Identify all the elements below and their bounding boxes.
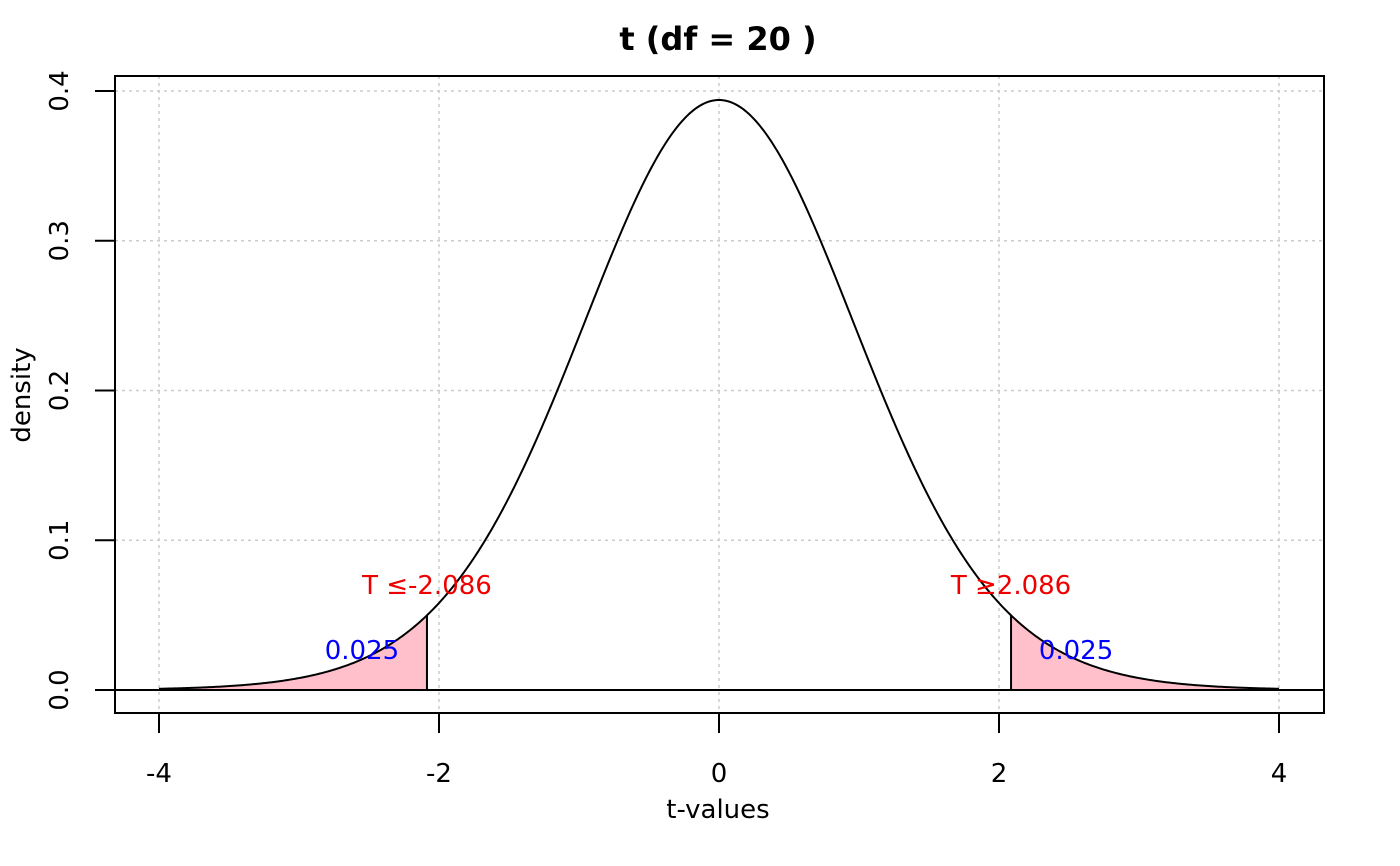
critical-region-label: T ≤-2.086 <box>361 571 492 601</box>
y-tick-label: 0.1 <box>45 520 75 561</box>
x-axis: -4 -2 0 2 4 <box>146 712 1288 789</box>
tail-probability-label: 0.025 <box>1039 636 1113 666</box>
y-tick-label: 0.2 <box>45 370 75 411</box>
critical-region-label: T ≥2.086 <box>950 571 1071 601</box>
x-tick-label: -4 <box>146 759 172 789</box>
y-axis: 0.0 0.1 0.2 0.3 0.4 <box>45 70 116 711</box>
shaded-tail-region <box>1011 615 1279 690</box>
y-axis-title: density <box>7 347 37 442</box>
y-tick-label: 0.3 <box>45 220 75 261</box>
grid <box>115 76 1324 713</box>
x-tick-label: -2 <box>426 759 452 789</box>
y-tick-label: 0.0 <box>45 669 75 710</box>
x-tick-label: 2 <box>991 759 1008 789</box>
x-tick-label: 0 <box>711 759 728 789</box>
shaded-tail-region <box>159 615 427 690</box>
tail-probability-label: 0.025 <box>325 636 399 666</box>
x-axis-title: t-values <box>666 795 769 825</box>
y-tick-label: 0.4 <box>45 70 75 111</box>
x-tick-label: 4 <box>1271 759 1288 789</box>
annotations: T ≤-2.086 0.025 T ≥2.086 0.025 <box>325 571 1114 666</box>
chart-title: t (df = 20 ) <box>619 20 816 58</box>
density-curve <box>158 98 1280 690</box>
shaded-regions <box>159 615 1279 690</box>
